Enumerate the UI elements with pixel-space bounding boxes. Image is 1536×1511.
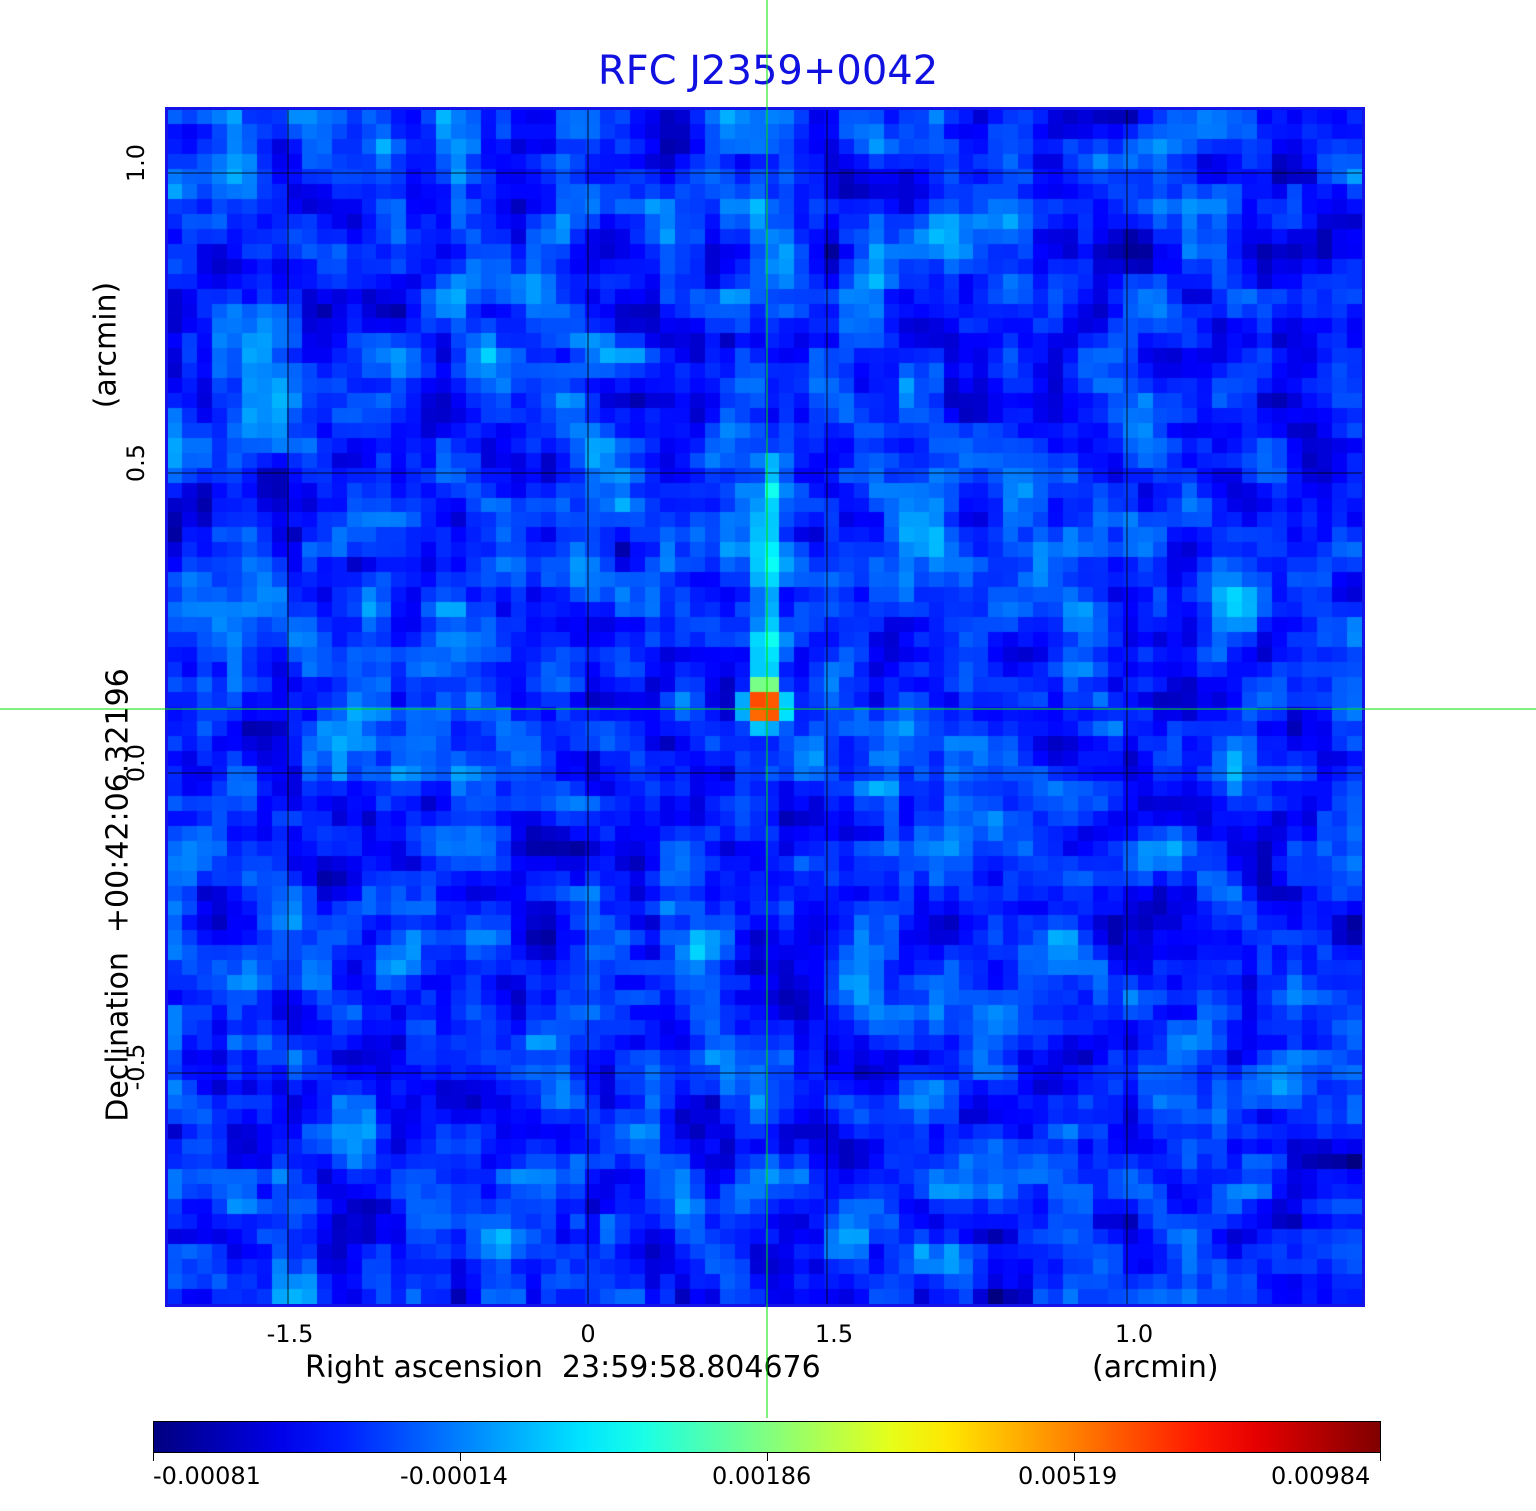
x-tick-label: 1.5 bbox=[814, 1320, 854, 1348]
radio-image-map[interactable] bbox=[165, 107, 1365, 1307]
y-axis-unit: (arcmin) bbox=[88, 281, 124, 409]
x-axis-label: Right ascension 23:59:58.804676 bbox=[305, 1350, 821, 1385]
colorbar-label: -0.00081 bbox=[153, 1462, 261, 1490]
y-tick-label: 1.0 bbox=[122, 143, 150, 183]
colorbar-label: 0.00984 bbox=[1271, 1462, 1371, 1490]
colorbar-tick bbox=[460, 1453, 461, 1461]
x-tick-label: 0 bbox=[580, 1320, 596, 1348]
y-tick-label: 0.5 bbox=[122, 443, 150, 483]
x-tick-label: 1.0 bbox=[1114, 1320, 1154, 1348]
coordinate-grid bbox=[168, 110, 1362, 1304]
colorbar-tick bbox=[1074, 1453, 1075, 1461]
colorbar-tick bbox=[767, 1453, 768, 1461]
colorbar-label: -0.00014 bbox=[400, 1462, 508, 1490]
y-axis-label: Declination +00:42:06.32196 bbox=[100, 668, 136, 1122]
x-axis-unit: (arcmin) bbox=[1092, 1350, 1219, 1385]
colorbar-label: 0.00519 bbox=[1018, 1462, 1118, 1490]
colorbar bbox=[153, 1421, 1381, 1453]
colorbar-tick bbox=[1380, 1453, 1381, 1461]
intensity-image bbox=[168, 110, 1362, 1304]
colorbar-tick bbox=[153, 1453, 154, 1461]
image-title: RFC J2359+0042 bbox=[597, 48, 939, 94]
colorbar-label: 0.00186 bbox=[712, 1462, 812, 1490]
x-tick-label: -1.5 bbox=[266, 1320, 314, 1348]
